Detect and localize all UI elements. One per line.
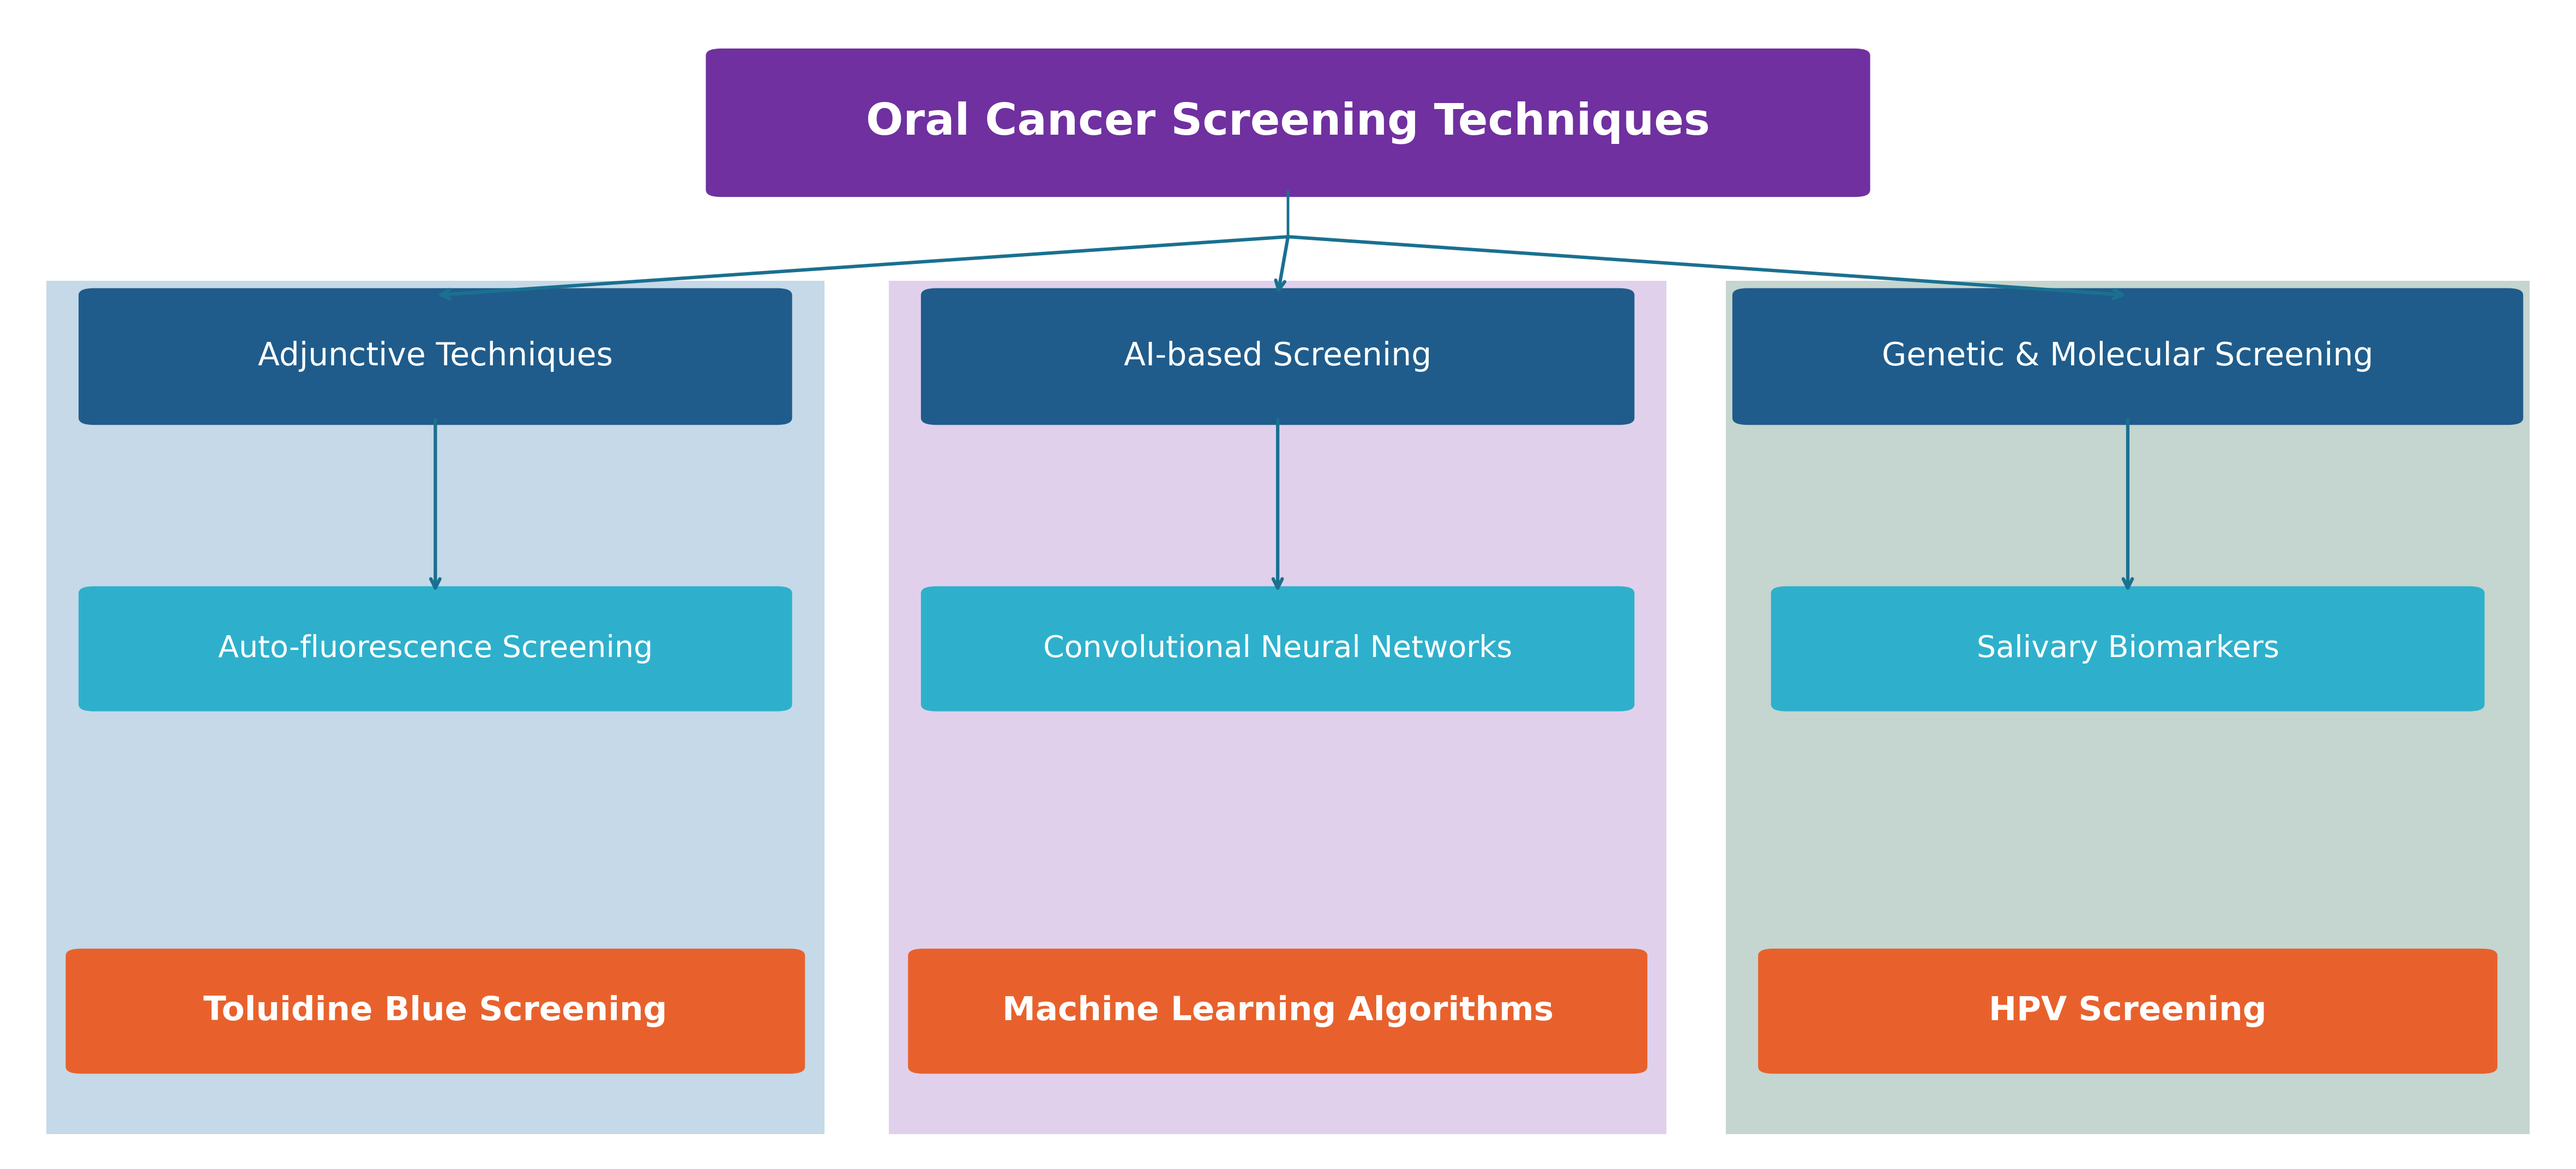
Text: Oral Cancer Screening Techniques: Oral Cancer Screening Techniques	[866, 102, 1710, 144]
Text: Machine Learning Algorithms: Machine Learning Algorithms	[1002, 995, 1553, 1028]
Text: Genetic & Molecular Screening: Genetic & Molecular Screening	[1883, 341, 2372, 372]
FancyBboxPatch shape	[1726, 281, 2530, 1134]
FancyBboxPatch shape	[922, 289, 1636, 426]
Text: HPV Screening: HPV Screening	[1989, 995, 2267, 1028]
Text: Salivary Biomarkers: Salivary Biomarkers	[1976, 634, 2280, 664]
FancyBboxPatch shape	[67, 949, 806, 1073]
FancyBboxPatch shape	[889, 281, 1667, 1134]
FancyBboxPatch shape	[706, 49, 1870, 196]
FancyBboxPatch shape	[1731, 289, 2524, 426]
FancyBboxPatch shape	[922, 586, 1636, 711]
FancyBboxPatch shape	[46, 281, 824, 1134]
FancyBboxPatch shape	[80, 289, 793, 426]
Text: Convolutional Neural Networks: Convolutional Neural Networks	[1043, 634, 1512, 664]
Text: Adjunctive Techniques: Adjunctive Techniques	[258, 341, 613, 372]
Text: AI-based Screening: AI-based Screening	[1123, 341, 1432, 372]
Text: Auto-fluorescence Screening: Auto-fluorescence Screening	[219, 634, 652, 664]
FancyBboxPatch shape	[1757, 949, 2496, 1073]
FancyBboxPatch shape	[80, 586, 793, 711]
FancyBboxPatch shape	[907, 949, 1646, 1073]
Text: Toluidine Blue Screening: Toluidine Blue Screening	[204, 995, 667, 1028]
FancyBboxPatch shape	[1772, 586, 2483, 711]
